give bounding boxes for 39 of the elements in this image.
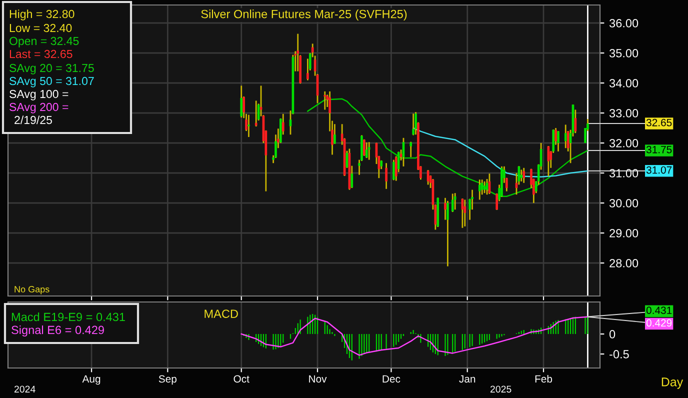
y-tick-label: -0.5 xyxy=(610,350,629,358)
annotation: SAvg 200 = xyxy=(10,102,68,114)
x-tick-label: Aug xyxy=(82,375,100,385)
annotation: Macd E19-E9 = 0.431 xyxy=(12,312,125,322)
annotation: High = 32.80 xyxy=(10,10,74,20)
annotation: 0.431 xyxy=(646,306,672,314)
annotation: 31.75 xyxy=(646,146,672,154)
y-tick-label: 29.00 xyxy=(610,229,638,238)
text: 2024 xyxy=(14,386,36,393)
text: 2025 xyxy=(490,386,512,393)
annotation: Low = 32.40 xyxy=(10,24,72,32)
x-tick-label: Sep xyxy=(158,375,176,385)
annotation: Open = 32.45 xyxy=(10,36,79,48)
y-tick-label: 28.00 xyxy=(610,259,638,268)
annotation: SAvg 100 = xyxy=(10,90,68,100)
x-tick-label: Oct xyxy=(234,375,250,383)
annotation: Signal E6 = 0.429 xyxy=(12,325,104,337)
y-tick-label: 0 xyxy=(609,330,616,338)
y-tick-label: 32.00 xyxy=(609,139,638,148)
annotation: 0.429 xyxy=(646,319,672,327)
chart-title: Silver Online Futures Mar-25 (SVFH25) xyxy=(201,10,407,21)
y-tick-label: 35.00 xyxy=(609,49,638,58)
annotation: 31.07 xyxy=(646,166,672,174)
annotation: SAvg 50 = 31.07 xyxy=(10,76,94,88)
annotation: SAvg 20 = 31.75 xyxy=(10,64,94,74)
x-tick-label: Nov xyxy=(309,375,327,383)
x-tick-label: Jan xyxy=(459,375,476,383)
chart-title: MACD xyxy=(204,310,238,318)
annotation: 32.65 xyxy=(646,118,672,126)
y-tick-label: 34.00 xyxy=(609,79,638,88)
annotation: 2/19/25 xyxy=(14,116,52,124)
text: Day xyxy=(662,378,684,389)
y-tick-label: 30.00 xyxy=(609,199,638,208)
x-tick-label: Dec xyxy=(382,375,400,383)
annotation: No Gaps xyxy=(14,286,50,294)
y-tick-label: 36.00 xyxy=(609,19,638,28)
annotation: Last = 32.65 xyxy=(10,50,72,58)
x-tick-label: Feb xyxy=(535,374,552,383)
y-tick-label: 33.00 xyxy=(609,109,638,118)
